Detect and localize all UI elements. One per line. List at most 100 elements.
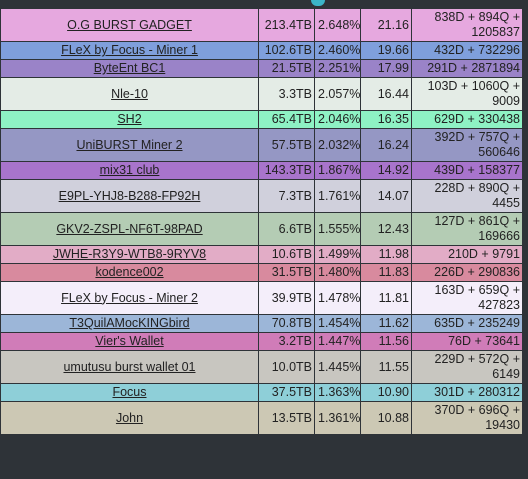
miner-name-link[interactable]: ByteEnt BC1	[93, 61, 166, 75]
top-edge	[0, 0, 528, 8]
percent-cell: 1.499%	[314, 245, 361, 264]
table-row: SH2 65.4TB 2.046% 16.35 629D + 330438	[0, 110, 523, 129]
table-row: Vier's Wallet 3.2TB 1.447% 11.56 76D + 73641	[0, 332, 523, 351]
capacity-cell: 3.2TB	[258, 332, 315, 351]
scroll-indicator[interactable]	[311, 0, 325, 6]
deadlines-cell: 291D + 2871894	[411, 59, 523, 78]
share-cell: 16.24	[360, 128, 412, 162]
miners-table: O.G BURST GADGET 213.4TB 2.648% 21.16 838D +…	[0, 8, 523, 435]
capacity-cell: 3.3TB	[258, 77, 315, 111]
percent-cell: 1.445%	[314, 350, 361, 384]
miner-name-link[interactable]: umutusu burst wallet 01	[63, 359, 196, 374]
share-cell: 10.90	[360, 383, 412, 402]
miner-name-cell: E9PL-YHJ8-B288-FP92H	[0, 179, 259, 213]
table-row: T3QuilAMocKINGbird 70.8TB 1.454% 11.62 635D …	[0, 314, 523, 333]
miner-name-link[interactable]: Vier's Wallet	[95, 334, 164, 348]
deadlines-cell: 228D + 890Q + 4455	[411, 179, 523, 213]
miner-name-cell: O.G BURST GADGET	[0, 8, 259, 42]
percent-cell: 1.454%	[314, 314, 361, 333]
miner-name-cell: ByteEnt BC1	[0, 59, 259, 78]
share-cell: 17.99	[360, 59, 412, 78]
miner-name-link[interactable]: E9PL-YHJ8-B288-FP92H	[58, 188, 201, 203]
share-cell: 16.44	[360, 77, 412, 111]
deadlines-cell: 392D + 757Q + 560646	[411, 128, 523, 162]
deadlines-cell: 838D + 894Q + 1205837	[411, 8, 523, 42]
table-row: GKV2-ZSPL-NF6T-98PAD 6.6TB 1.555% 12.43 127D…	[0, 212, 523, 246]
percent-cell: 1.478%	[314, 281, 361, 315]
share-cell: 21.16	[360, 8, 412, 42]
capacity-cell: 6.6TB	[258, 212, 315, 246]
miner-name-link[interactable]: GKV2-ZSPL-NF6T-98PAD	[56, 221, 203, 236]
deadlines-cell: 210D + 9791	[411, 245, 523, 264]
miner-name-link[interactable]: Focus	[112, 385, 147, 399]
table-row: kodence002 31.5TB 1.480% 11.83 226D + 290836	[0, 263, 523, 282]
share-cell: 11.98	[360, 245, 412, 264]
share-cell: 19.66	[360, 41, 412, 60]
capacity-cell: 143.3TB	[258, 161, 315, 180]
deadlines-cell: 226D + 290836	[411, 263, 523, 282]
table-row: mix31 club 143.3TB 1.867% 14.92 439D + 15837…	[0, 161, 523, 180]
share-cell: 14.07	[360, 179, 412, 213]
capacity-cell: 13.5TB	[258, 401, 315, 435]
miner-name-cell: GKV2-ZSPL-NF6T-98PAD	[0, 212, 259, 246]
capacity-cell: 10.0TB	[258, 350, 315, 384]
deadlines-cell: 439D + 158377	[411, 161, 523, 180]
miner-name-link[interactable]: SH2	[117, 112, 142, 126]
miner-name-link[interactable]: O.G BURST GADGET	[67, 17, 192, 32]
percent-cell: 1.555%	[314, 212, 361, 246]
percent-cell: 1.447%	[314, 332, 361, 351]
table-row: umutusu burst wallet 01 10.0TB 1.445% 11.55…	[0, 350, 523, 384]
share-cell: 14.92	[360, 161, 412, 180]
share-cell: 16.35	[360, 110, 412, 129]
table-row: ByteEnt BC1 21.5TB 2.251% 17.99 291D + 28718…	[0, 59, 523, 78]
miner-name-cell: FLeX by Focus - Miner 1	[0, 41, 259, 60]
capacity-cell: 57.5TB	[258, 128, 315, 162]
miner-name-cell: Nle-10	[0, 77, 259, 111]
miner-name-link[interactable]: FLeX by Focus - Miner 1	[61, 43, 198, 57]
miner-name-cell: Vier's Wallet	[0, 332, 259, 351]
capacity-cell: 21.5TB	[258, 59, 315, 78]
percent-cell: 2.648%	[314, 8, 361, 42]
miner-name-link[interactable]: mix31 club	[99, 163, 160, 177]
deadlines-cell: 370D + 696Q + 19430	[411, 401, 523, 435]
deadlines-cell: 301D + 280312	[411, 383, 523, 402]
capacity-cell: 10.6TB	[258, 245, 315, 264]
deadlines-cell: 163D + 659Q + 427823	[411, 281, 523, 315]
share-cell: 10.88	[360, 401, 412, 435]
miner-name-cell: SH2	[0, 110, 259, 129]
percent-cell: 1.480%	[314, 263, 361, 282]
percent-cell: 2.460%	[314, 41, 361, 60]
percent-cell: 2.032%	[314, 128, 361, 162]
deadlines-cell: 127D + 861Q + 169666	[411, 212, 523, 246]
capacity-cell: 37.5TB	[258, 383, 315, 402]
table-row: O.G BURST GADGET 213.4TB 2.648% 21.16 838D +…	[0, 8, 523, 42]
percent-cell: 1.867%	[314, 161, 361, 180]
table-row: John 13.5TB 1.361% 10.88 370D + 696Q + 19430	[0, 401, 523, 435]
miner-name-link[interactable]: Nle-10	[111, 86, 148, 101]
table-row: FLeX by Focus - Miner 1 102.6TB 2.460% 19.6…	[0, 41, 523, 60]
share-cell: 11.83	[360, 263, 412, 282]
miner-name-cell: JWHE-R3Y9-WTB8-9RYV8	[0, 245, 259, 264]
miner-name-cell: John	[0, 401, 259, 435]
capacity-cell: 31.5TB	[258, 263, 315, 282]
share-cell: 11.56	[360, 332, 412, 351]
table-row: Nle-10 3.3TB 2.057% 16.44 103D + 1060Q + 900…	[0, 77, 523, 111]
share-cell: 11.62	[360, 314, 412, 333]
deadlines-cell: 76D + 73641	[411, 332, 523, 351]
miner-name-link[interactable]: kodence002	[95, 265, 164, 279]
deadlines-cell: 629D + 330438	[411, 110, 523, 129]
percent-cell: 1.761%	[314, 179, 361, 213]
miner-name-cell: T3QuilAMocKINGbird	[0, 314, 259, 333]
miner-name-link[interactable]: John	[115, 410, 144, 425]
capacity-cell: 102.6TB	[258, 41, 315, 60]
miner-name-cell: FLeX by Focus - Miner 2	[0, 281, 259, 315]
miner-name-link[interactable]: T3QuilAMocKINGbird	[69, 316, 190, 330]
miner-name-cell: Focus	[0, 383, 259, 402]
miner-name-link[interactable]: FLeX by Focus - Miner 2	[61, 290, 198, 305]
miner-name-link[interactable]: JWHE-R3Y9-WTB8-9RYV8	[52, 247, 207, 261]
miner-name-link[interactable]: UniBURST Miner 2	[76, 137, 183, 152]
miner-name-cell: UniBURST Miner 2	[0, 128, 259, 162]
deadlines-cell: 103D + 1060Q + 9009	[411, 77, 523, 111]
percent-cell: 1.361%	[314, 401, 361, 435]
